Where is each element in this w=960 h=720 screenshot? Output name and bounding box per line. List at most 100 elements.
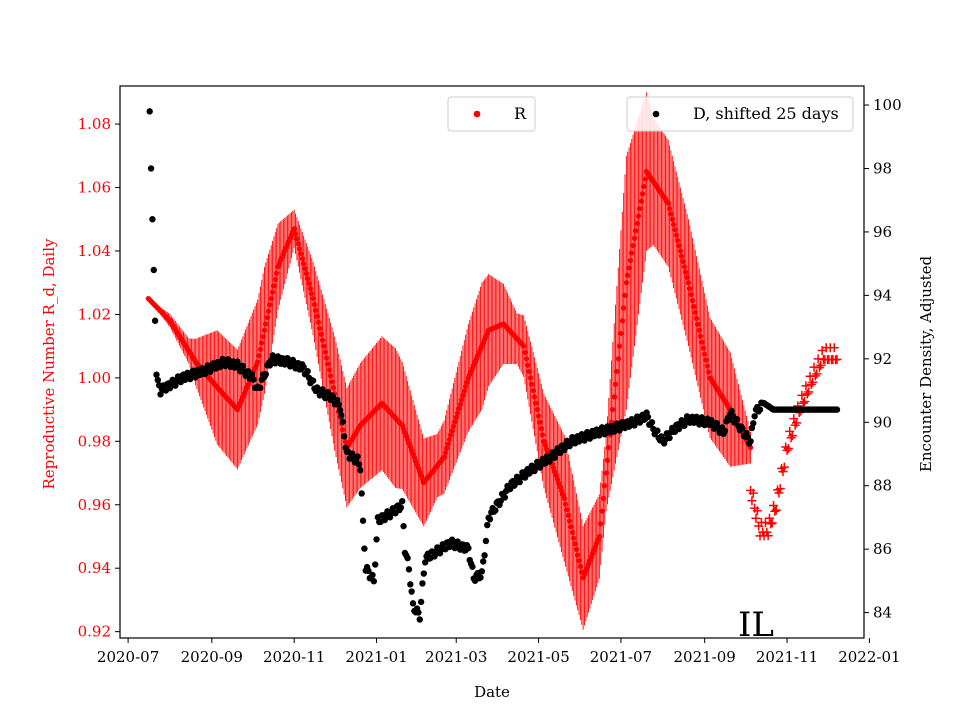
r-point	[265, 308, 272, 314]
d-point	[681, 422, 688, 429]
d-point	[372, 561, 379, 568]
d-point	[566, 442, 573, 450]
d-point	[359, 517, 367, 524]
r-forecast-point	[797, 390, 807, 400]
r-point	[448, 432, 454, 438]
r-point	[302, 266, 308, 272]
r-point	[626, 265, 632, 271]
r-point	[531, 394, 538, 400]
r-point	[264, 314, 270, 321]
r-point	[299, 256, 305, 262]
d-point	[340, 433, 348, 440]
r-point	[631, 235, 638, 241]
r-point	[685, 280, 692, 286]
r-point	[535, 413, 542, 419]
legend-d-marker	[652, 110, 660, 118]
r-point	[679, 253, 685, 259]
r-point	[256, 353, 262, 359]
d-point	[354, 453, 361, 460]
x-tick-label: 2021-11	[756, 648, 818, 666]
r-point	[314, 313, 320, 319]
d-point	[369, 571, 376, 579]
left-tick-label: 1.00	[78, 369, 111, 387]
r-point	[291, 226, 297, 232]
d-point	[149, 216, 156, 223]
right-tick-label: 84	[873, 604, 892, 622]
r-point	[668, 211, 674, 217]
r-forecast-point	[766, 519, 776, 529]
r-point	[530, 387, 536, 394]
right-axis-ticks: 84 86 88 90 92 94 96 98 100	[864, 96, 902, 622]
r-point	[259, 340, 265, 346]
d-point	[469, 563, 476, 570]
r-forecast-point	[816, 360, 826, 370]
r-point	[691, 303, 697, 310]
r-point	[627, 257, 634, 264]
x-tick-label: 2021-09	[673, 648, 735, 666]
r-point	[454, 410, 461, 416]
r-forecast-point	[810, 371, 820, 381]
d-point	[146, 108, 153, 115]
d-point	[465, 544, 472, 552]
r-point	[456, 406, 462, 412]
d-point	[172, 382, 179, 389]
r-point	[460, 392, 466, 399]
r-forecast-point	[801, 381, 811, 391]
d-point	[250, 376, 257, 383]
d-point	[300, 363, 307, 371]
d-point	[521, 474, 529, 481]
r-point	[633, 228, 639, 234]
r-forecast-point	[775, 484, 785, 494]
r-point	[577, 563, 584, 569]
d-point	[501, 494, 509, 501]
r-point	[452, 419, 458, 425]
d-point	[484, 521, 491, 529]
d-point	[417, 598, 425, 606]
r-point	[461, 388, 467, 394]
r-point	[540, 432, 546, 438]
r-forecast-point	[764, 513, 774, 523]
d-point	[304, 368, 311, 375]
r-forecast-point	[812, 369, 822, 379]
x-tick-label: 2021-07	[590, 648, 652, 666]
x-tick-label: 2020-07	[97, 648, 159, 666]
r-point	[538, 426, 544, 432]
r-point	[575, 552, 581, 558]
r-forecast-point	[814, 363, 824, 373]
left-tick-label: 0.96	[78, 496, 111, 514]
r-point	[603, 470, 609, 476]
r-forecast-point	[767, 518, 777, 528]
r-forecast-point	[748, 488, 758, 498]
r-forecast-point	[791, 418, 801, 428]
r-point	[567, 518, 573, 524]
left-axis-ticks: 0.92 0.94 0.96 0.98 1.00 1.02 1.04 1.06 1.08	[78, 115, 120, 641]
r-point	[459, 397, 465, 403]
d-point	[336, 407, 344, 414]
d-point	[357, 467, 364, 474]
d-point	[733, 416, 741, 423]
r-point	[634, 220, 640, 227]
r-point	[562, 501, 569, 507]
right-tick-label: 100	[873, 96, 902, 114]
r-forecast-point	[802, 389, 812, 399]
d-point	[409, 600, 417, 607]
r-point	[565, 512, 571, 519]
r-point	[274, 270, 280, 276]
d-point	[154, 376, 162, 384]
right-tick-label: 96	[873, 223, 892, 241]
r-point	[702, 351, 708, 357]
r-point	[615, 356, 621, 362]
x-tick-label: 2021-03	[425, 648, 487, 666]
r-point	[307, 285, 313, 292]
r-point	[564, 507, 570, 513]
d-point	[355, 461, 363, 468]
d-point	[536, 464, 544, 471]
r-point	[700, 345, 706, 351]
r-point	[576, 558, 582, 564]
r-forecast-point	[808, 377, 818, 387]
d-point	[147, 165, 155, 172]
r-point	[263, 321, 269, 327]
plot-frame	[119, 85, 865, 639]
r-forecast-point	[770, 506, 780, 516]
r-point	[522, 349, 528, 356]
